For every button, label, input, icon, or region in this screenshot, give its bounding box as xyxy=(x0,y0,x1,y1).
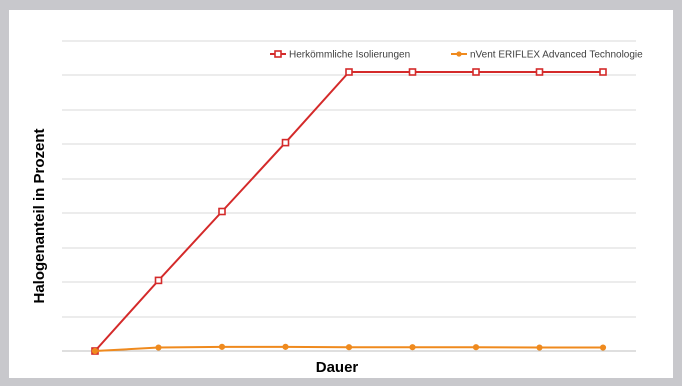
series-1-point-5 xyxy=(345,68,353,76)
series-2-point-3 xyxy=(218,343,226,350)
series-2-point-6 xyxy=(409,344,416,351)
legend-label-2: nVent ERIFLEX Advanced Technologie xyxy=(470,50,643,61)
series-1-point-7 xyxy=(472,68,480,76)
series-2-point-7 xyxy=(472,344,480,351)
series-1-point-8 xyxy=(535,68,544,76)
legend-marker-1 xyxy=(274,50,282,58)
series-layer xyxy=(91,68,607,355)
series-1-point-3 xyxy=(218,207,226,216)
chart-panel: Herkömmliche Isolierungen nVent ERIFLEX A… xyxy=(9,10,673,378)
line-chart: Herkömmliche Isolierungen nVent ERIFLEX A… xyxy=(31,40,643,376)
series-1-point-9 xyxy=(599,68,607,76)
series-1-point-6 xyxy=(408,68,417,76)
gridlines xyxy=(62,40,636,352)
series-line-1 xyxy=(94,71,603,352)
legend: Herkömmliche Isolierungen nVent ERIFLEX A… xyxy=(270,50,643,61)
series-1-point-4 xyxy=(281,138,290,147)
series-2-point-5 xyxy=(345,344,353,351)
y-axis-title: Halogenanteil in Prozent xyxy=(31,128,48,303)
series-2-point-2 xyxy=(155,344,162,351)
legend-marker-2 xyxy=(456,51,462,57)
series-1-point-2 xyxy=(154,276,163,285)
x-axis-title: Dauer xyxy=(316,359,359,376)
series-2-point-4 xyxy=(282,343,289,350)
series-2-point-9 xyxy=(599,344,607,351)
series-2-point-8 xyxy=(536,344,543,351)
series-2-point-1 xyxy=(91,347,99,355)
legend-label-1: Herkömmliche Isolierungen xyxy=(289,50,410,61)
